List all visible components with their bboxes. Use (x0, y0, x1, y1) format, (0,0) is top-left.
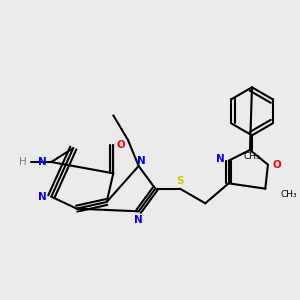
Text: O: O (272, 160, 281, 170)
Text: S: S (176, 176, 184, 186)
Text: N: N (38, 157, 46, 167)
Text: O: O (117, 140, 126, 150)
Text: H: H (20, 157, 27, 167)
Text: CH₃: CH₃ (281, 190, 298, 199)
Text: N: N (38, 192, 46, 202)
Text: CH₃: CH₃ (244, 152, 260, 161)
Text: N: N (137, 156, 146, 166)
Text: N: N (134, 215, 143, 225)
Text: N: N (216, 154, 224, 164)
